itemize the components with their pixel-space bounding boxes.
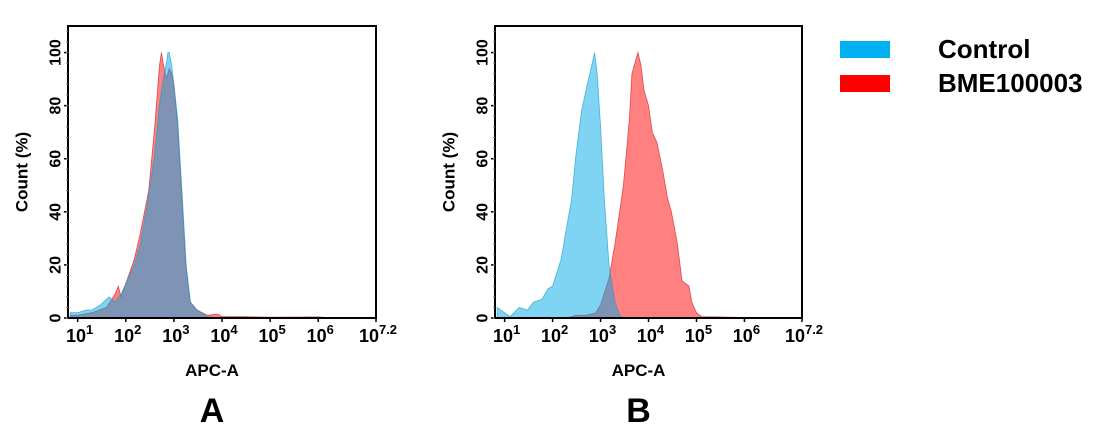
y-tick-label: 100 xyxy=(48,39,65,66)
y-tick-label: 40 xyxy=(475,203,492,221)
panel-a: 0 20 40 60 80 100 101 102 103 104 105 106 107.2 APC-A… xyxy=(13,25,397,430)
series-area-control xyxy=(69,52,223,319)
y-tick-label: 20 xyxy=(48,256,65,274)
series-area-bme100003 xyxy=(69,52,333,319)
y-tick-label: 0 xyxy=(48,313,65,322)
series-area-control xyxy=(496,52,625,319)
legend-item-control: Control xyxy=(840,34,1030,64)
y-tick-label: 20 xyxy=(475,256,492,274)
x-tick-label: 104 xyxy=(210,322,238,346)
legend-item-bme100003: BME100003 xyxy=(840,68,1083,98)
y-axis-label: Count (%) xyxy=(13,132,32,212)
panel-b: 0 20 40 60 80 100 101 102 103 104 105 106 107.2 APC-A… xyxy=(440,25,823,430)
legend-label-control: Control xyxy=(938,33,1031,64)
legend-swatch-control xyxy=(840,40,890,58)
panel-label: A xyxy=(200,392,225,430)
x-tick-label: 102 xyxy=(541,322,568,346)
x-tick-label: 105 xyxy=(685,322,712,346)
x-tick-label: 106 xyxy=(733,322,760,346)
x-tick-label: 101 xyxy=(66,322,93,346)
x-tick-label: 105 xyxy=(259,322,286,346)
panel-label: B xyxy=(626,392,651,430)
y-tick-label: 100 xyxy=(475,39,492,66)
y-tick-label: 80 xyxy=(48,97,65,115)
x-axis-label: APC-A xyxy=(612,361,666,380)
x-tick-label: 103 xyxy=(589,322,616,346)
y-axis-label: Count (%) xyxy=(440,132,459,212)
y-tick-label: 60 xyxy=(475,150,492,168)
y-tick-label: 60 xyxy=(48,150,65,168)
x-tick-label: 107.2 xyxy=(359,322,397,346)
legend-label-bme100003: BME100003 xyxy=(938,67,1083,98)
y-tick-label: 0 xyxy=(475,313,492,322)
x-tick-label: 103 xyxy=(162,322,189,346)
x-tick-label: 107.2 xyxy=(785,322,823,346)
x-tick-label: 104 xyxy=(637,322,665,346)
x-axis-label: APC-A xyxy=(185,361,239,380)
x-tick-label: 101 xyxy=(493,322,520,346)
plot-frame xyxy=(67,25,377,319)
y-tick-label: 40 xyxy=(48,203,65,221)
y-tick-label: 80 xyxy=(475,97,492,115)
legend-swatch-bme100003 xyxy=(840,74,890,92)
x-tick-label: 102 xyxy=(114,322,141,346)
x-tick-label: 106 xyxy=(307,322,334,346)
